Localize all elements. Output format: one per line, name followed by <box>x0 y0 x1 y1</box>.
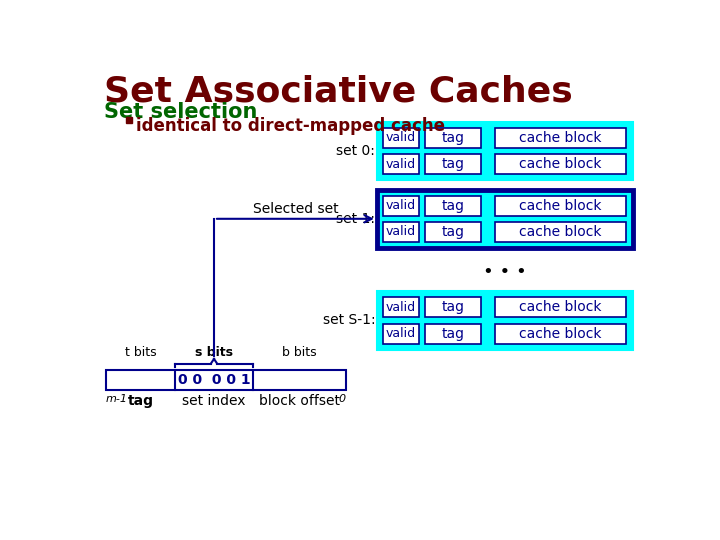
Bar <box>383 195 418 215</box>
Bar <box>495 222 626 242</box>
Text: cache block: cache block <box>519 327 602 341</box>
Bar <box>377 122 632 180</box>
Text: block offset: block offset <box>258 394 340 408</box>
Text: tag: tag <box>441 300 464 314</box>
Bar <box>383 222 418 242</box>
Bar <box>495 154 626 174</box>
Text: tag: tag <box>127 394 153 408</box>
Text: Set selection: Set selection <box>104 102 257 122</box>
Text: valid: valid <box>386 225 416 238</box>
Text: cache block: cache block <box>519 199 602 213</box>
Text: 0 0  0 0 1: 0 0 0 0 1 <box>178 373 251 387</box>
Text: m-1: m-1 <box>106 394 127 403</box>
Bar <box>495 298 626 318</box>
Bar <box>383 154 418 174</box>
Bar <box>377 291 632 350</box>
Bar <box>495 323 626 343</box>
Text: b bits: b bits <box>282 346 317 359</box>
Bar <box>495 195 626 215</box>
Text: set 1:: set 1: <box>336 212 375 226</box>
Text: set index: set index <box>182 394 246 408</box>
Text: tag: tag <box>441 199 464 213</box>
Bar <box>425 298 481 318</box>
Bar <box>425 154 481 174</box>
Text: cache block: cache block <box>519 225 602 239</box>
Bar <box>425 323 481 343</box>
Text: cache block: cache block <box>519 131 602 145</box>
Text: Set Associative Caches: Set Associative Caches <box>104 74 572 108</box>
Text: set 0:: set 0: <box>336 144 375 158</box>
Text: • • •: • • • <box>482 264 526 281</box>
Text: valid: valid <box>386 199 416 212</box>
Bar <box>495 128 626 148</box>
Text: Selected set: Selected set <box>253 202 338 215</box>
Bar <box>383 128 418 148</box>
Text: cache block: cache block <box>519 157 602 171</box>
Bar <box>377 190 632 248</box>
Text: tag: tag <box>441 327 464 341</box>
Text: cache block: cache block <box>519 300 602 314</box>
Text: set S-1:: set S-1: <box>323 313 375 327</box>
Bar <box>425 128 481 148</box>
Bar <box>126 117 132 123</box>
Bar <box>383 323 418 343</box>
Text: tag: tag <box>441 131 464 145</box>
Bar <box>106 370 346 390</box>
Text: valid: valid <box>386 327 416 340</box>
Text: s bits: s bits <box>195 346 233 359</box>
Text: t bits: t bits <box>125 346 156 359</box>
Text: tag: tag <box>441 225 464 239</box>
Bar <box>425 222 481 242</box>
Text: tag: tag <box>441 157 464 171</box>
Text: valid: valid <box>386 301 416 314</box>
Text: valid: valid <box>386 131 416 144</box>
Text: valid: valid <box>386 158 416 171</box>
Bar <box>425 195 481 215</box>
Text: identical to direct-mapped cache: identical to direct-mapped cache <box>137 117 446 135</box>
Text: 0: 0 <box>338 394 346 403</box>
Bar <box>383 298 418 318</box>
